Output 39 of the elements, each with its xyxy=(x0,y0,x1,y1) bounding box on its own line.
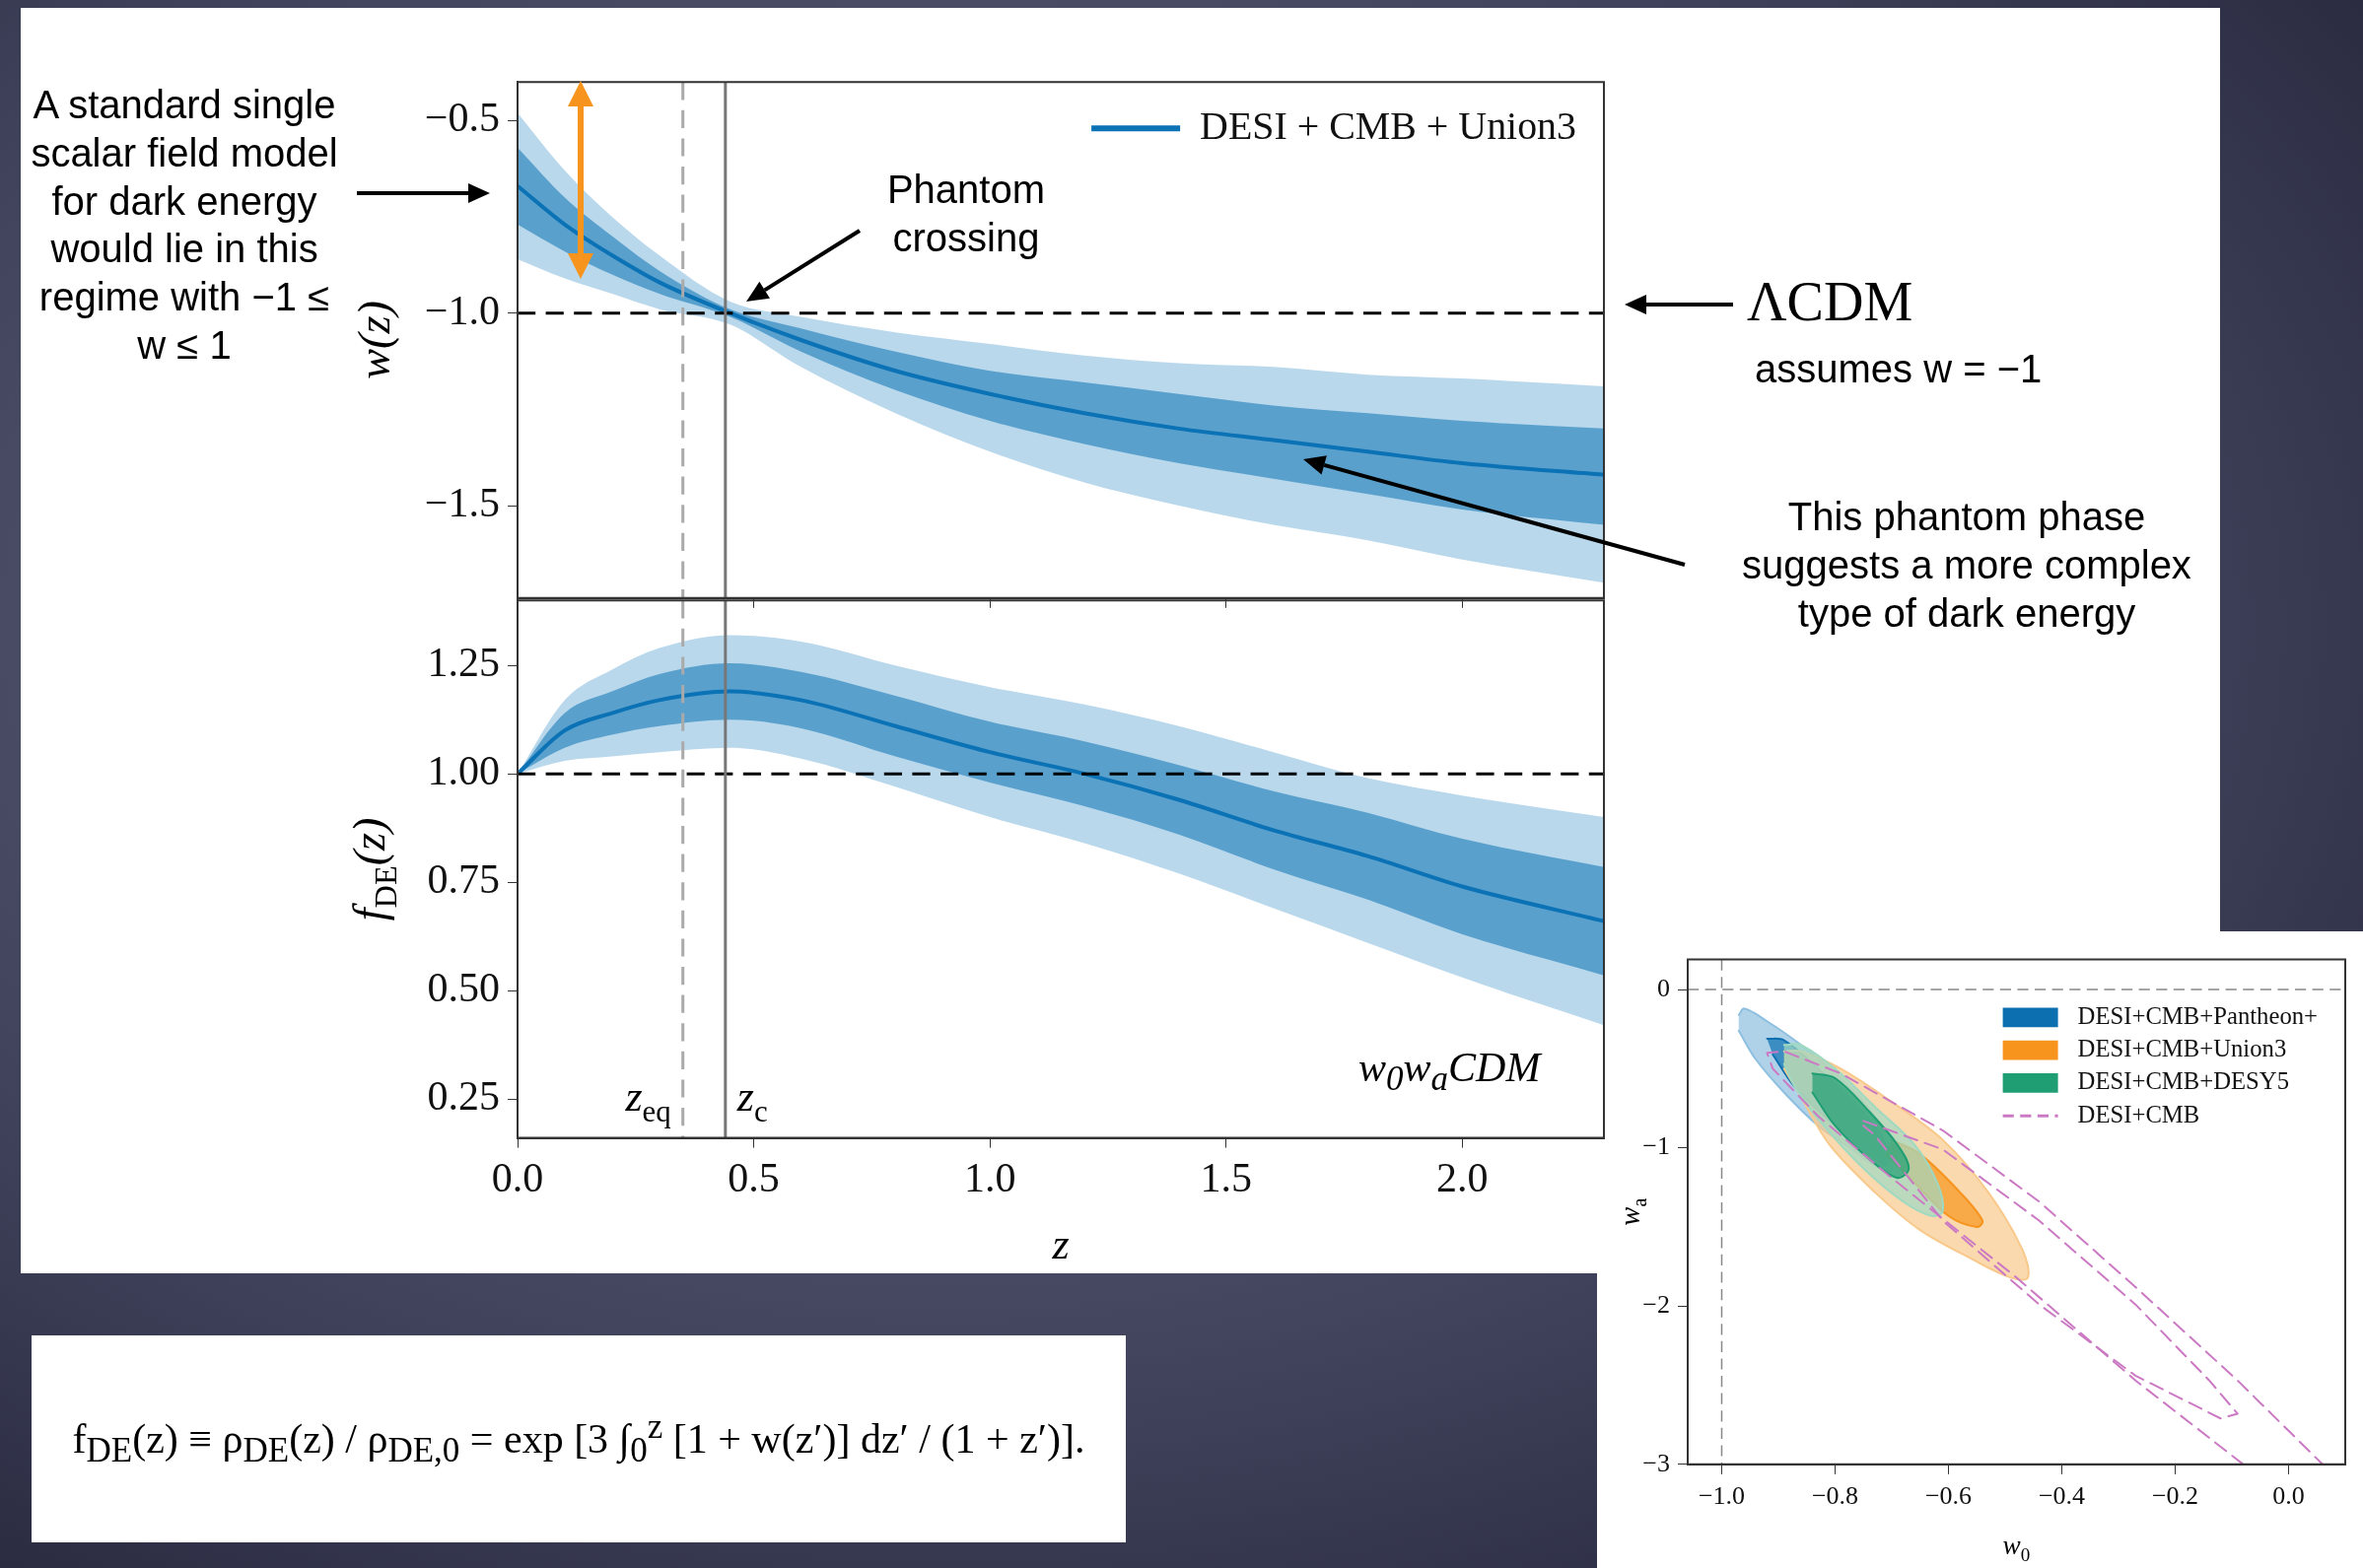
y-tick-label: 0.25 xyxy=(427,1073,500,1120)
text: assumes w = −1 xyxy=(1755,346,2043,392)
x-tick-label: −1.0 xyxy=(1698,1481,1746,1511)
y-tick-label: −3 xyxy=(1642,1448,1670,1477)
x-tick-label: −0.2 xyxy=(2151,1481,2199,1511)
legend-label: DESI + CMB + Union3 xyxy=(1200,102,1577,148)
x-tick-label: 1.0 xyxy=(963,1154,1016,1200)
y-tick-label: 1.25 xyxy=(427,640,500,686)
y-tick-label: 0.75 xyxy=(427,856,500,903)
y-tick-label: 0 xyxy=(1657,973,1670,1002)
text: This phantom phase suggests a more complex type of dark energy xyxy=(1741,494,2192,637)
y-tick-label: −1 xyxy=(1642,1131,1670,1161)
y-tick-label: 0.50 xyxy=(427,965,500,1011)
annotation: Phantom crossing xyxy=(885,167,1047,261)
legend-label: DESI+CMB+Union3 xyxy=(2077,1035,2287,1062)
y-axis-title: fDE(z) xyxy=(344,817,403,921)
x-tick-label: 0.0 xyxy=(491,1154,544,1200)
y-axis-title: wa xyxy=(1615,1197,1651,1226)
y-tick-label: −1.5 xyxy=(424,480,500,526)
x-tick-label: 0.5 xyxy=(728,1154,780,1200)
text: f$_{DE}$(z) ≡ ρ$_{DE}$(z) / ρ$_{DE,0}$ = exp [3 ∫$_{0}$$^{z}$ [1 + w(z′)] dz′ / (1 + z′)]. xyxy=(72,1406,1085,1470)
y-axis-title: w(z) xyxy=(349,301,399,379)
x-tick-label: 1.5 xyxy=(1200,1154,1252,1200)
text: ΛCDM xyxy=(1747,270,1913,334)
x-tick-label: 2.0 xyxy=(1436,1154,1489,1200)
y-tick-label: −0.5 xyxy=(424,95,500,141)
y-tick-label: 1.00 xyxy=(427,748,500,794)
x-tick-label: −0.6 xyxy=(1924,1481,1973,1511)
x-axis-title: z xyxy=(1051,1220,1070,1268)
y-tick-label: −2 xyxy=(1642,1290,1670,1320)
legend-label: DESI+CMB+Pantheon+ xyxy=(2077,1001,2319,1029)
legend-label: DESI+CMB+DESY5 xyxy=(2077,1067,2290,1095)
text: A standard single scalar field model for dark energy would lie in this regime with −1 ≤ w ≤ 1 xyxy=(30,82,339,369)
x-tick-label: −0.4 xyxy=(2038,1481,2086,1511)
legend-label: DESI+CMB xyxy=(2077,1100,2200,1127)
x-tick-label: 0.0 xyxy=(2272,1481,2305,1511)
annotation: w$_{0}$w$_{a}$CDM xyxy=(1358,1044,1541,1101)
x-tick-label: −0.8 xyxy=(1811,1481,1859,1511)
y-tick-label: −1.0 xyxy=(424,287,500,333)
